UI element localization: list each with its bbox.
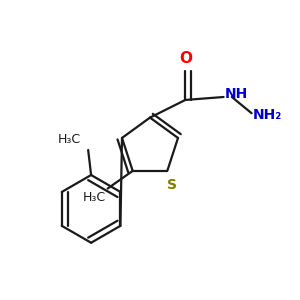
Text: H₃C: H₃C [58,134,81,146]
Text: NH: NH [225,87,248,101]
Text: H₃C: H₃C [83,191,106,205]
Text: S: S [167,178,177,192]
Text: NH₂: NH₂ [253,108,282,122]
Text: O: O [179,51,192,66]
